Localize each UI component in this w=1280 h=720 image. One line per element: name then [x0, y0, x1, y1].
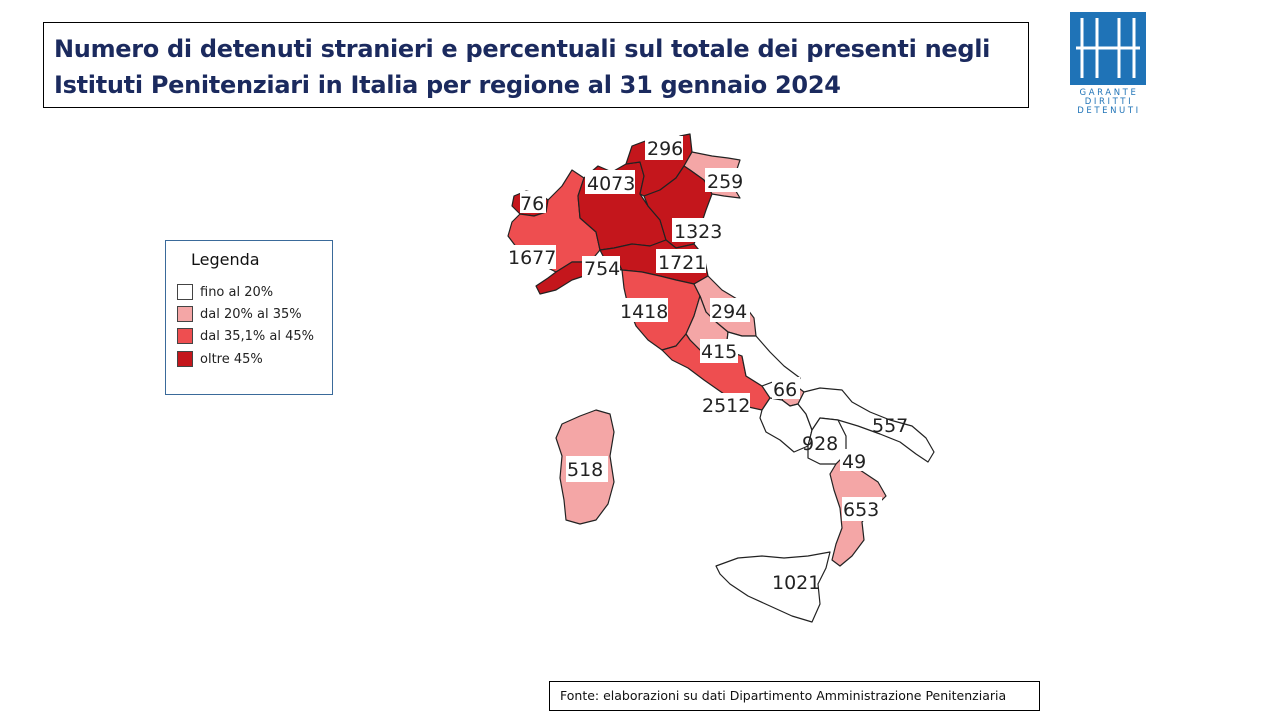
logo-emblem [1070, 12, 1146, 85]
label-bg-basilicata [840, 449, 868, 471]
region-value-lombardia: 4073 [587, 173, 635, 195]
garante-logo: GARANTE DIRITTI DETENUTI [1070, 12, 1148, 116]
logo-text: GARANTE DIRITTI DETENUTI [1070, 89, 1148, 116]
legend-swatch-mid [177, 306, 193, 322]
logo-line-1: GARANTE [1079, 88, 1139, 98]
region-value-trentino: 296 [647, 138, 683, 160]
legend-title: Legenda [191, 250, 260, 269]
region-value-umbria: 415 [701, 341, 737, 363]
region-value-valle-aosta: 76 [520, 193, 544, 215]
legend-label-high: dal 35,1% al 45% [200, 328, 314, 344]
legend-swatch-high [177, 328, 193, 344]
legend-swatch-top [177, 351, 193, 367]
title-box: Numero di detenuti stranieri e percentua… [43, 22, 1029, 108]
legend: Legenda fino al 20% dal 20% al 35% dal 3… [165, 240, 333, 395]
label-bg-valle-aosta [520, 191, 546, 213]
label-bg-lombardia [585, 170, 635, 194]
region-labels: 296 4073 259 76 1323 1677 754 1721 1418 … [506, 136, 908, 594]
region-shape-sicilia [715, 551, 831, 623]
label-bg-umbria [700, 339, 738, 363]
region-value-piemonte: 1677 [508, 247, 556, 269]
region-value-toscana: 1418 [620, 301, 668, 323]
region-value-liguria: 754 [584, 258, 620, 280]
region-value-sardegna: 518 [567, 459, 603, 481]
legend-label-top: oltre 45% [200, 351, 263, 367]
legend-item-mid: dal 20% al 35% [177, 305, 302, 323]
label-bg-calabria [842, 497, 882, 521]
region-value-marche: 294 [711, 301, 747, 323]
logo-line-2: DIRITTI [1084, 97, 1134, 107]
title-line-1: Numero di detenuti stranieri e percentua… [54, 35, 991, 63]
region-value-sicilia: 1021 [772, 572, 820, 594]
region-value-basilicata: 49 [842, 451, 866, 473]
source-note: Fonte: elaborazioni su dati Dipartimento… [549, 681, 1040, 711]
label-bg-toscana [618, 298, 668, 322]
title-line-2: Istituti Penitenziari in Italia per regi… [54, 71, 841, 99]
label-bg-molise [772, 377, 800, 399]
legend-swatch-low [177, 284, 193, 300]
label-bg-trentino [645, 136, 683, 160]
region-value-puglia: 557 [872, 415, 908, 437]
label-bg-veneto [672, 218, 722, 242]
label-bg-emilia [656, 249, 706, 273]
label-bg-marche [710, 298, 750, 322]
logo-line-3: DETENUTI [1077, 106, 1141, 116]
region-value-emilia: 1721 [658, 252, 706, 274]
region-value-calabria: 653 [843, 499, 879, 521]
region-value-lazio: 2512 [702, 395, 750, 417]
label-bg-liguria [582, 256, 620, 280]
legend-item-top: oltre 45% [177, 350, 263, 368]
region-value-veneto: 1323 [674, 221, 722, 243]
label-bg-piemonte [506, 245, 556, 269]
region-value-campania: 928 [802, 433, 838, 455]
label-bg-friuli [705, 168, 743, 192]
logo-bars-icon [1076, 18, 1140, 78]
region-value-friuli: 259 [707, 171, 743, 193]
legend-item-high: dal 35,1% al 45% [177, 327, 314, 345]
label-bg-lazio [700, 393, 750, 417]
legend-label-low: fino al 20% [200, 284, 274, 300]
label-bg-sardegna [566, 456, 608, 482]
legend-item-low: fino al 20% [177, 283, 273, 301]
region-value-molise: 66 [773, 379, 797, 401]
legend-label-mid: dal 20% al 35% [200, 306, 302, 322]
